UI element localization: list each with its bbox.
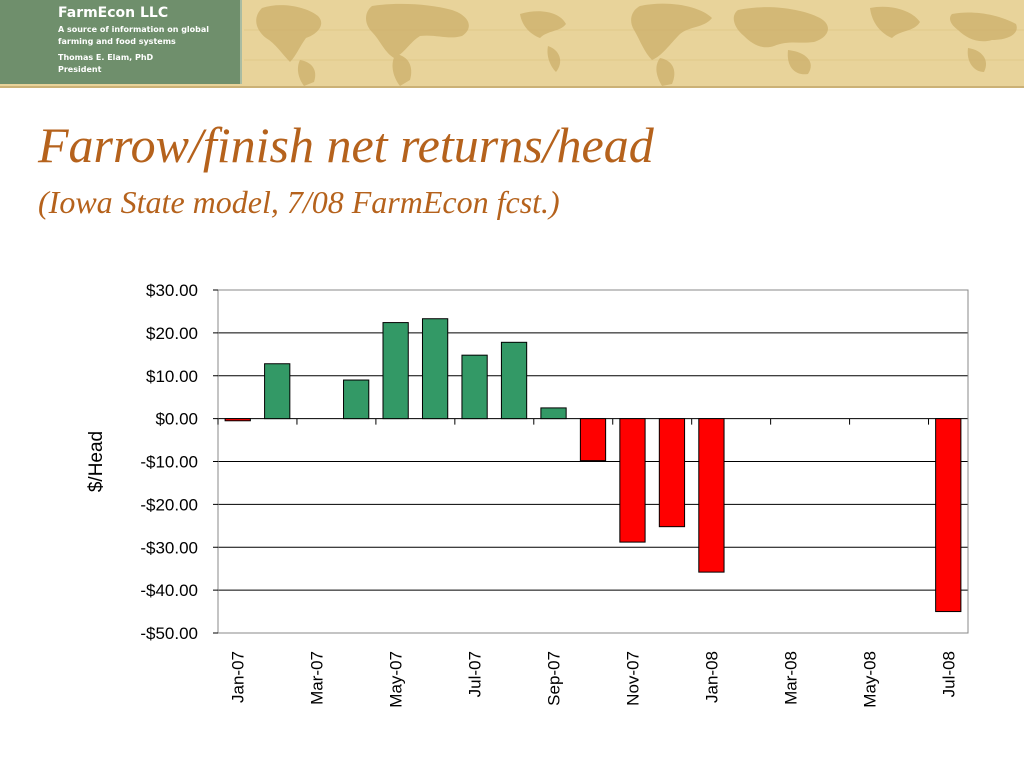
x-tick-label: Nov-07	[623, 651, 642, 706]
person-title: President	[58, 65, 102, 74]
world-map-background	[244, 3, 1024, 86]
bar-oct-07	[579, 418, 607, 462]
x-tick-label: Jan-08	[702, 651, 721, 703]
y-axis-title: $/Head	[86, 431, 107, 492]
x-tick-label: Mar-08	[781, 651, 800, 705]
slide-title: Farrow/finish net returns/head	[38, 117, 654, 173]
x-tick-label: May-08	[860, 651, 879, 708]
bar-aug-07	[500, 341, 528, 420]
x-tick-label: Jan-07	[229, 651, 248, 703]
bar-jul-08	[935, 418, 962, 613]
x-tick-label: Jul-07	[466, 651, 485, 697]
x-tick-label: Sep-07	[545, 651, 564, 706]
company-tagline: A source of information on global farmin…	[58, 25, 210, 46]
x-tick-label: Mar-07	[308, 651, 327, 705]
y-tick-label: -$40.00	[140, 581, 198, 600]
y-tick-label: -$20.00	[140, 495, 198, 514]
slide-subtitle: (Iowa State model, 7/08 FarmEcon fcst.)	[38, 184, 560, 220]
bar-jun-07	[421, 318, 449, 420]
company-name: FarmEcon LLC	[58, 5, 169, 21]
brand-block: FarmEcon LLC A source of information on …	[0, 0, 242, 84]
header-banner: FarmEcon LLC A source of information on …	[0, 0, 1024, 88]
y-tick-label: -$50.00	[140, 624, 198, 643]
x-tick-label: Jul-08	[939, 651, 958, 697]
x-tick-label: May-07	[387, 651, 406, 708]
person-name: Thomas E. Elam, PhD	[58, 53, 154, 62]
bar-jan-08	[698, 418, 725, 573]
bar-may-07	[382, 322, 409, 420]
bar-jul-07	[461, 354, 488, 420]
bar-feb-07	[264, 363, 291, 420]
bar-apr-07	[343, 379, 370, 420]
y-tick-label: $30.00	[146, 281, 198, 300]
bar-chart: $30.00 $20.00 $10.00 $0.00 -$10.00 -$20.00 -$3…	[86, 281, 969, 708]
y-tick-label: $0.00	[155, 410, 198, 429]
bar-sep-07	[540, 407, 567, 420]
y-tick-label: $20.00	[146, 324, 198, 343]
bar-nov-07	[619, 418, 646, 543]
y-tick-label: -$10.00	[140, 453, 198, 472]
bar-jan-07	[224, 418, 251, 422]
y-tick-label: -$30.00	[140, 538, 198, 557]
y-tick-label: $10.00	[146, 367, 198, 386]
bar-dec-07	[658, 418, 686, 528]
